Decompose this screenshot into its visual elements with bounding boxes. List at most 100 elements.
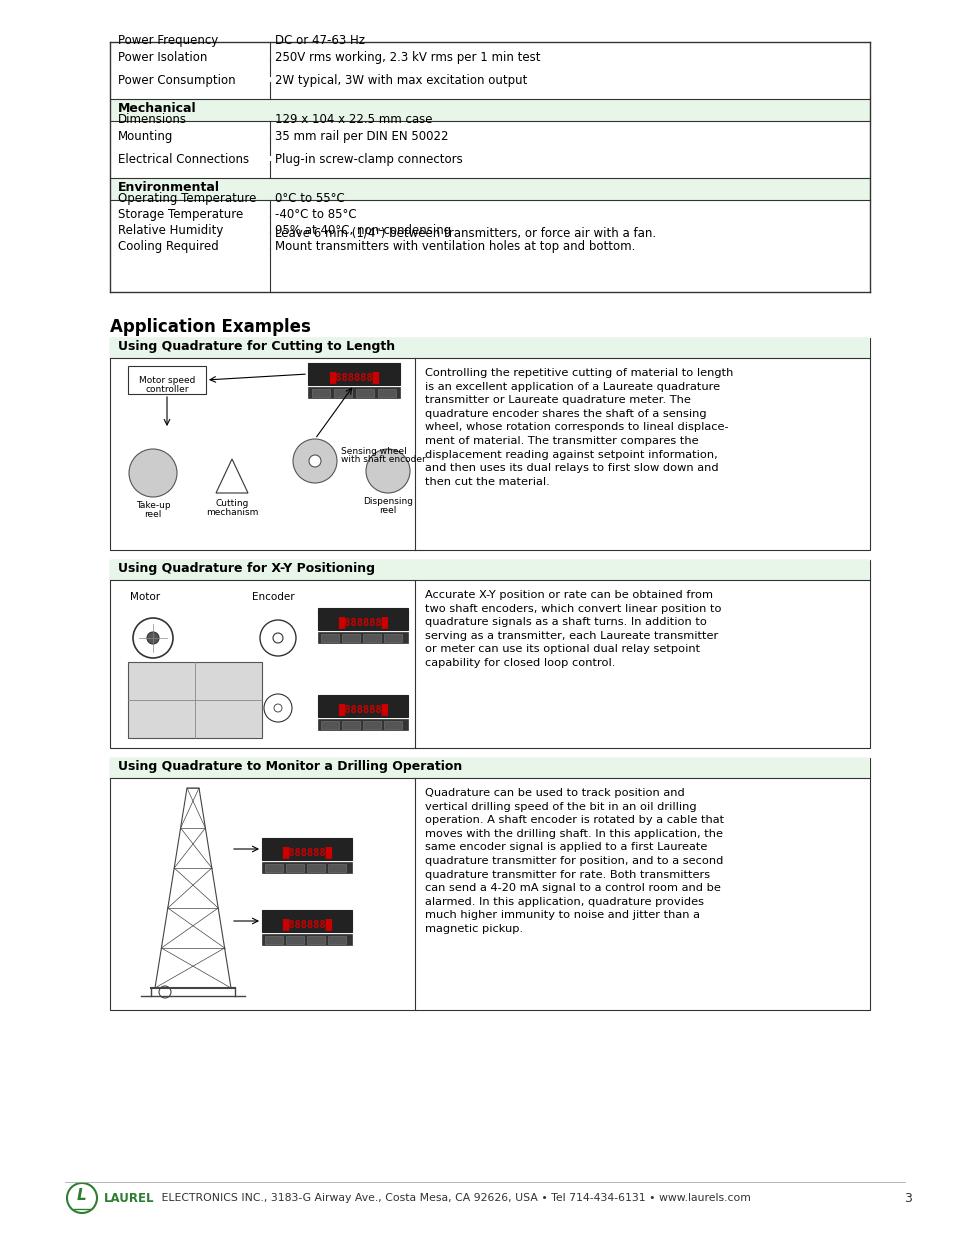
Text: ELECTRONICS INC., 3183-G Airway Ave., Costa Mesa, CA 92626, USA • Tel 714-434-61: ELECTRONICS INC., 3183-G Airway Ave., Co… <box>158 1193 750 1203</box>
Text: Application Examples: Application Examples <box>110 317 311 336</box>
Text: Take-up: Take-up <box>135 501 171 510</box>
Bar <box>317 632 408 643</box>
Text: Leave 6 mm (1/4") between transmitters, or force air with a fan.: Leave 6 mm (1/4") between transmitters, … <box>274 226 656 240</box>
Circle shape <box>264 694 292 722</box>
Bar <box>110 559 869 580</box>
Circle shape <box>129 450 177 496</box>
Bar <box>307 936 325 944</box>
Bar <box>320 634 338 642</box>
Text: 0°C to 55°C: 0°C to 55°C <box>274 191 344 205</box>
Bar <box>328 864 346 872</box>
Bar <box>110 99 869 121</box>
Bar <box>328 936 346 944</box>
Circle shape <box>366 450 410 493</box>
Text: Power Frequency: Power Frequency <box>118 35 218 47</box>
Text: mechanism: mechanism <box>206 508 258 517</box>
Circle shape <box>273 634 283 643</box>
Bar <box>317 608 408 630</box>
Text: Motor speed: Motor speed <box>139 375 195 385</box>
Bar <box>320 721 338 729</box>
Text: Power Consumption: Power Consumption <box>118 74 235 86</box>
Text: █888888█: █888888█ <box>337 616 388 627</box>
Text: reel: reel <box>379 506 396 515</box>
Bar <box>334 389 352 396</box>
Text: L: L <box>77 1188 87 1203</box>
Text: Mount transmitters with ventilation holes at top and bottom.: Mount transmitters with ventilation hole… <box>274 240 635 253</box>
Text: Plug-in screw-clamp connectors: Plug-in screw-clamp connectors <box>274 153 462 165</box>
Bar <box>363 634 380 642</box>
Text: Cooling Required: Cooling Required <box>118 240 218 253</box>
Text: Mounting: Mounting <box>118 130 173 143</box>
Bar <box>265 936 283 944</box>
Text: Operating Temperature: Operating Temperature <box>118 191 256 205</box>
Bar <box>308 387 399 398</box>
Text: 3: 3 <box>903 1192 911 1204</box>
Circle shape <box>260 620 295 656</box>
Bar <box>110 758 869 1010</box>
Text: Motor: Motor <box>130 592 160 601</box>
Text: Controlling the repetitive cutting of material to length
is an excellent applica: Controlling the repetitive cutting of ma… <box>424 368 733 487</box>
Bar <box>312 389 330 396</box>
Text: Using Quadrature for X-Y Positioning: Using Quadrature for X-Y Positioning <box>118 562 375 576</box>
Bar <box>262 839 352 860</box>
Text: Storage Temperature: Storage Temperature <box>118 207 243 221</box>
Bar <box>262 934 352 945</box>
Text: Dispensing: Dispensing <box>363 496 413 506</box>
Text: 95% at 40°C, non-condensing: 95% at 40°C, non-condensing <box>274 224 451 237</box>
Text: Sensing wheel: Sensing wheel <box>340 447 406 456</box>
Text: DC or 47-63 Hz: DC or 47-63 Hz <box>274 35 365 47</box>
Bar <box>363 721 380 729</box>
Bar <box>317 719 408 730</box>
Text: with shaft encoder: with shaft encoder <box>340 454 425 464</box>
Bar <box>110 559 869 748</box>
Polygon shape <box>215 459 248 493</box>
Bar <box>341 634 359 642</box>
Text: Quadrature can be used to track position and
vertical drilling speed of the bit : Quadrature can be used to track position… <box>424 788 723 934</box>
Bar <box>384 634 401 642</box>
Circle shape <box>147 632 159 643</box>
Bar <box>341 721 359 729</box>
Text: controller: controller <box>145 385 189 394</box>
Text: █888888█: █888888█ <box>282 918 332 930</box>
Circle shape <box>132 618 172 658</box>
Text: 2W typical, 3W with max excitation output: 2W typical, 3W with max excitation outpu… <box>274 74 527 86</box>
Bar <box>110 338 869 550</box>
Text: Electrical Connections: Electrical Connections <box>118 153 249 165</box>
Text: █888888█: █888888█ <box>337 703 388 715</box>
Text: LAUREL: LAUREL <box>104 1192 154 1204</box>
Text: Accurate X-Y position or rate can be obtained from
two shaft encoders, which con: Accurate X-Y position or rate can be obt… <box>424 590 720 668</box>
Text: Using Quadrature to Monitor a Drilling Operation: Using Quadrature to Monitor a Drilling O… <box>118 760 462 773</box>
Circle shape <box>274 704 282 713</box>
Bar <box>286 864 304 872</box>
Text: █888888█: █888888█ <box>329 370 378 383</box>
Bar <box>110 758 869 778</box>
Bar <box>286 936 304 944</box>
Bar <box>307 864 325 872</box>
Text: 250V rms working, 2.3 kV rms per 1 min test: 250V rms working, 2.3 kV rms per 1 min t… <box>274 51 540 64</box>
Text: Mechanical: Mechanical <box>118 103 196 115</box>
Text: Cutting: Cutting <box>215 499 249 508</box>
Text: 35 mm rail per DIN EN 50022: 35 mm rail per DIN EN 50022 <box>274 130 448 143</box>
Bar <box>262 910 352 932</box>
Bar <box>308 363 399 385</box>
Bar <box>128 662 262 739</box>
Bar <box>377 389 395 396</box>
Text: Encoder: Encoder <box>252 592 294 601</box>
Bar <box>110 178 869 200</box>
Text: █888888█: █888888█ <box>282 846 332 858</box>
Circle shape <box>293 438 336 483</box>
Bar <box>265 864 283 872</box>
Bar <box>317 695 408 718</box>
Bar <box>128 366 206 394</box>
Text: Relative Humidity: Relative Humidity <box>118 224 223 237</box>
Circle shape <box>67 1183 97 1213</box>
Text: -40°C to 85°C: -40°C to 85°C <box>274 207 356 221</box>
Circle shape <box>309 454 320 467</box>
Text: reel: reel <box>144 510 161 519</box>
Bar <box>110 338 869 358</box>
Text: Using Quadrature for Cutting to Length: Using Quadrature for Cutting to Length <box>118 340 395 353</box>
Text: Power Isolation: Power Isolation <box>118 51 207 64</box>
Circle shape <box>159 986 171 998</box>
Bar <box>262 862 352 873</box>
Bar <box>384 721 401 729</box>
